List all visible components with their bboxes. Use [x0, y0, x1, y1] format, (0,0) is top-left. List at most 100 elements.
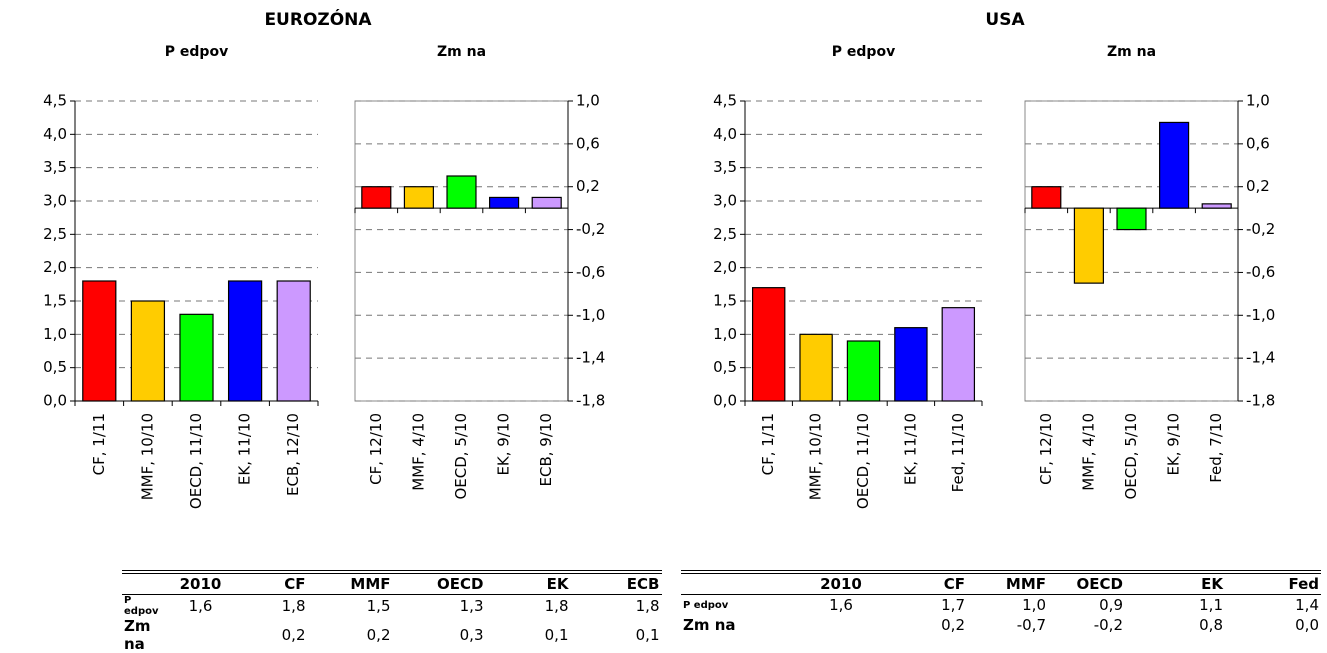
y-tick-label: 0,0 — [713, 392, 737, 410]
y-tick-label: -1,0 — [576, 306, 605, 324]
y-tick-label: 2,0 — [713, 258, 737, 276]
group-title: USA — [985, 10, 1025, 30]
value-cell: 1,4 — [1295, 596, 1319, 614]
bar — [179, 313, 214, 402]
y-tick-label: -0,2 — [576, 220, 605, 238]
header-cell: EK — [1125, 572, 1225, 595]
value-cell: 1,1 — [1199, 596, 1223, 614]
value-cell: 1,8 — [281, 597, 306, 615]
value-cell: 1,5 — [366, 597, 391, 615]
value-cell: -0,7 — [1016, 616, 1046, 634]
corner-cell — [681, 572, 801, 595]
header-cell: OECD — [1048, 572, 1125, 595]
header-cell: EK — [485, 572, 571, 595]
y-tick-label: -0,2 — [1246, 220, 1275, 238]
x-tick-label: OECD, 11/10 — [854, 413, 872, 509]
x-tick-label: CF, 12/10 — [367, 413, 385, 485]
value-cell: -0,2 — [1093, 616, 1123, 634]
x-tick-label: OECD, 11/10 — [187, 413, 205, 509]
value-cell: 1,0 — [1022, 596, 1046, 614]
y-tick-label: 1,0 — [1246, 92, 1270, 110]
bar — [846, 340, 881, 402]
row-label: Zm na — [683, 616, 736, 634]
value-cell: 1,8 — [544, 597, 569, 615]
summary-table: 2010 CF MMF OECD EK ECB P edpov 1,6 1,8 1,5 1,3 1,8… — [122, 570, 662, 653]
table-row: Zm na 0,2 -0,7 -0,2 0,8 0,0 — [681, 615, 1321, 635]
header-cell: MMF — [967, 572, 1048, 595]
bar — [1159, 121, 1190, 209]
x-tick-label: EK, 9/10 — [1165, 413, 1183, 476]
x-tick-label: ECB, 12/10 — [284, 413, 302, 496]
value-cell: 1,8 — [635, 597, 660, 615]
header-cell: CF — [881, 572, 967, 595]
y-tick-label: 0,6 — [1246, 134, 1270, 152]
header-cell: CF — [240, 572, 308, 595]
group-title: EUROZÓNA — [264, 8, 372, 30]
value-cell: 0,3 — [459, 626, 484, 644]
y-tick-label: -1,4 — [576, 349, 605, 367]
chart-subtitle: P edpov — [165, 44, 228, 60]
y-tick-label: 1,0 — [713, 325, 737, 343]
bar — [227, 280, 263, 402]
bar — [276, 280, 311, 402]
bar — [403, 186, 434, 209]
bar — [1073, 207, 1104, 284]
x-tick-label: OECD, 5/10 — [1122, 413, 1140, 500]
y-tick-label: 2,5 — [43, 225, 67, 243]
y-tick-label: 4,0 — [713, 125, 737, 143]
header-cell: MMF — [307, 572, 393, 595]
y-tick-label: 0,5 — [713, 358, 737, 376]
x-tick-label: OECD, 5/10 — [452, 413, 470, 500]
chart-subtitle: P edpov — [832, 44, 895, 60]
value-cell: 0,2 — [941, 616, 965, 634]
y-tick-label: 1,0 — [576, 92, 600, 110]
header-cell: 2010 — [160, 572, 241, 595]
value-cell: 0,1 — [635, 626, 660, 644]
table-row: P edpov 1,6 1,7 1,0 0,9 1,1 1,4 — [681, 595, 1321, 616]
y-tick-label: 1,0 — [43, 325, 67, 343]
value-cell — [161, 617, 241, 653]
chart-subtitle: Zm na — [437, 44, 486, 60]
row-label: Zm na — [124, 617, 151, 653]
x-tick-label: EK, 11/10 — [901, 413, 919, 485]
x-tick-label: ECB, 9/10 — [537, 413, 555, 486]
y-tick-label: 3,0 — [713, 192, 737, 210]
summary-table: 2010 CF MMF OECD EK Fed P edpov 1,6 1,7 1,0 0,9 1,1… — [681, 570, 1321, 635]
value-cell: 1,6 — [829, 596, 853, 614]
y-tick-label: 0,5 — [43, 358, 67, 376]
bar — [894, 327, 928, 402]
x-tick-label: Fed, 11/10 — [949, 413, 967, 492]
header-cell: Fed — [1225, 572, 1321, 595]
plot-frame — [1024, 100, 1239, 402]
value-cell: 0,8 — [1199, 616, 1223, 634]
x-tick-label: MMF, 4/10 — [409, 413, 427, 491]
value-cell: 1,3 — [459, 597, 484, 615]
y-tick-label: 0,0 — [43, 392, 67, 410]
value-cell: 0,2 — [281, 626, 306, 644]
y-tick-label: -0,6 — [1246, 263, 1275, 281]
bar — [1201, 203, 1232, 209]
y-tick-label: -1,8 — [1246, 392, 1275, 410]
y-tick-label: 3,0 — [43, 192, 67, 210]
bar — [82, 280, 117, 402]
y-tick-label: 2,5 — [713, 225, 737, 243]
charts: EUROZÓNA USA P edpov 0,0 0,5 1,0 1,5 2,0 2,5 3,… — [43, 8, 1275, 509]
x-tick-label: EK, 9/10 — [495, 413, 513, 476]
table-row: P edpov 1,6 1,8 1,5 1,3 1,8 1,8 — [122, 595, 662, 617]
bar — [1116, 207, 1147, 231]
bar — [489, 196, 520, 209]
y-tick-label: 3,5 — [713, 158, 737, 176]
y-tick-label: -0,6 — [576, 263, 605, 281]
value-cell: 0,1 — [544, 626, 569, 644]
value-cell — [801, 615, 881, 635]
y-tick-label: -1,8 — [576, 392, 605, 410]
y-tick-label: 0,2 — [1246, 177, 1270, 195]
table-row: Zm na 0,2 0,2 0,3 0,1 0,1 — [122, 617, 662, 653]
value-cell: 1,7 — [941, 596, 965, 614]
y-tick-label: 4,5 — [713, 92, 737, 110]
y-tick-label: -1,0 — [1246, 306, 1275, 324]
bar — [361, 186, 392, 209]
y-tick-label: 1,5 — [43, 292, 67, 310]
bar — [751, 287, 786, 402]
bar — [446, 175, 477, 209]
